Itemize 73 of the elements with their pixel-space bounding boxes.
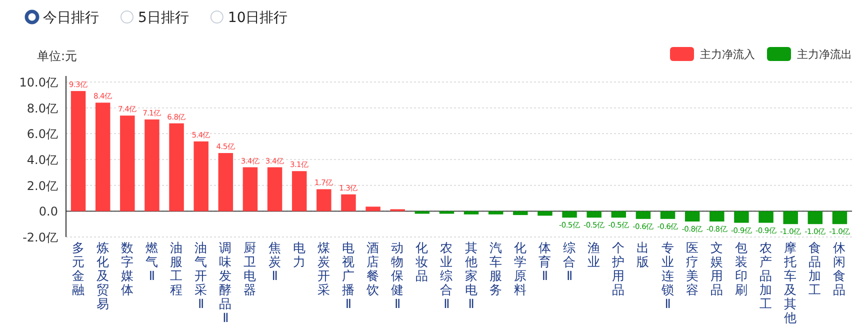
x-tick-label: 渔业	[588, 240, 601, 269]
bar	[144, 119, 160, 212]
y-tick-label: -2.0亿	[22, 230, 58, 244]
x-tick-label: 其他家电Ⅱ	[464, 240, 478, 311]
y-tick-label: 6.0亿	[26, 127, 58, 142]
bar	[292, 171, 307, 212]
x-tick-label: 摩托车及其他	[783, 240, 798, 325]
bar	[562, 211, 577, 218]
x-tick-label: 厨卫电器	[244, 240, 257, 297]
legend-label: 主力净流出	[797, 48, 852, 61]
bar	[660, 211, 676, 219]
y-tick-label: 2.0亿	[26, 178, 58, 193]
x-tick-label: 数字媒体	[120, 240, 134, 297]
x-tick-label: 医疗美容	[686, 240, 699, 297]
y-axis-title: 单位:元	[37, 49, 78, 63]
y-tick-label: 10.0亿	[19, 76, 58, 90]
bar	[194, 141, 208, 212]
x-tick-label: 体育Ⅱ	[538, 240, 552, 283]
x-tick-label: 煤炭开采	[317, 240, 330, 297]
x-tick-label: 农产品加工	[760, 240, 773, 311]
bar	[414, 211, 430, 214]
bar	[464, 211, 479, 214]
bar	[758, 211, 774, 223]
bar	[538, 211, 552, 216]
bar	[218, 153, 234, 212]
bar	[120, 116, 135, 212]
legend-label: 主力净流入	[700, 48, 755, 61]
x-tick-label: 电力	[292, 240, 306, 269]
bar	[316, 189, 332, 212]
x-tick-label: 文娱用品	[710, 240, 724, 297]
bar	[636, 211, 651, 219]
y-tick-label: 4.0亿	[26, 153, 58, 167]
bar	[488, 211, 504, 214]
x-tick-label: 食品加工	[808, 240, 822, 297]
bar	[710, 211, 724, 222]
bar	[586, 211, 602, 218]
x-tick-label: 化妆品	[416, 240, 429, 283]
x-tick-label: 油气开采Ⅱ	[194, 240, 208, 311]
x-tick-label: 燃气Ⅱ	[145, 240, 158, 283]
x-tick-label: 综合Ⅱ	[563, 240, 576, 283]
bar	[341, 194, 356, 212]
x-tick-label: 电视广播Ⅱ	[342, 240, 355, 311]
bar	[513, 211, 528, 216]
x-tick-label: 化学原料	[514, 240, 527, 297]
x-tick-label: 个护用品	[611, 240, 626, 297]
y-tick-label: 0.0	[38, 204, 58, 219]
bar	[439, 211, 454, 214]
bar	[70, 91, 86, 212]
y-tick-label: 8.0亿	[26, 101, 58, 116]
x-tick-label: 油服工程	[170, 240, 184, 297]
bar	[832, 211, 848, 224]
bar	[366, 206, 380, 212]
x-tick-label: 酒店餐饮	[366, 240, 380, 297]
bar	[734, 211, 749, 223]
x-tick-label: 休闲食品	[833, 240, 846, 297]
x-tick-label: 调味发酵品Ⅱ	[219, 240, 232, 325]
bar	[783, 211, 798, 224]
x-tick-label: 动物保健Ⅱ	[391, 240, 404, 311]
bar	[242, 167, 258, 212]
x-tick-label: 农业综合Ⅱ	[440, 240, 454, 311]
bar	[684, 211, 700, 222]
x-tick-label: 出版	[636, 240, 650, 269]
x-tick-label: 专业连锁Ⅱ	[660, 240, 674, 311]
x-tick-label: 包装印刷	[734, 240, 748, 297]
x-tick-label: 汽车服务	[489, 240, 502, 297]
bar	[267, 167, 282, 212]
bar	[611, 211, 626, 218]
bar	[95, 102, 110, 212]
bar	[169, 123, 184, 212]
bar	[808, 211, 823, 224]
x-tick-label: 多元金融	[72, 240, 85, 297]
x-tick-label: 炼化及贸易	[96, 240, 110, 311]
x-tick-label: 焦炭Ⅱ	[268, 240, 282, 283]
